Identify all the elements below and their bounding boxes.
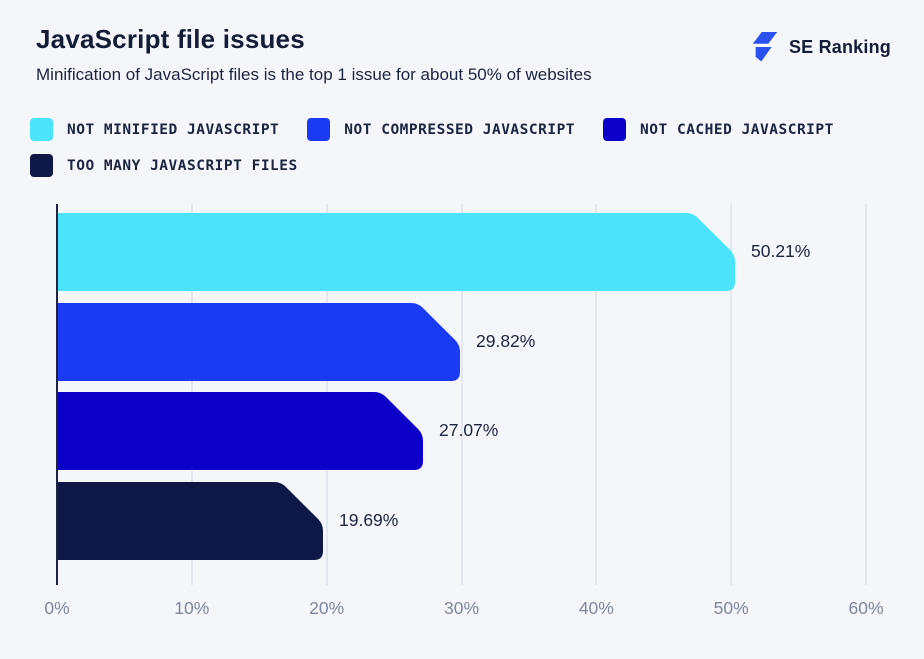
- bar-chart: 0% 10% 20% 30% 40% 50% 60% 50.21% 29.82% 27.07% 19…: [0, 204, 924, 654]
- bar-0: [58, 213, 735, 291]
- page-title: JavaScript file issues: [36, 24, 305, 54]
- legend-label: TOO MANY JAVASCRIPT FILES: [67, 157, 298, 174]
- legend-item: NOT COMPRESSED JAVASCRIPT: [307, 118, 575, 141]
- x-axis-tick-label: 50%: [713, 598, 749, 618]
- chart-header: JavaScript file issues Minification of J…: [36, 24, 592, 85]
- legend-item: NOT CACHED JAVASCRIPT: [603, 118, 834, 141]
- x-axis-tick-label: 0%: [44, 598, 70, 618]
- brand-name: SE Ranking: [788, 36, 891, 57]
- se-ranking-logo-icon: [752, 32, 778, 62]
- legend-swatch: [30, 118, 53, 141]
- gridline: [595, 204, 598, 585]
- gridline: [865, 204, 867, 585]
- legend-item: TOO MANY JAVASCRIPT FILES: [30, 154, 298, 177]
- x-axis-tick-label: 40%: [578, 598, 614, 618]
- gridline: [460, 204, 463, 585]
- bar-value-label: 19.69%: [339, 510, 399, 530]
- se-ranking-logo: SE Ranking: [750, 30, 891, 64]
- legend-swatch: [30, 154, 53, 177]
- legend-swatch: [307, 118, 331, 141]
- bar-value-label: 29.82%: [476, 331, 536, 351]
- legend: NOT MINIFIED JAVASCRIPT NOT COMPRESSED JA…: [30, 118, 910, 177]
- x-axis-tick-label: 60%: [848, 598, 884, 618]
- bar-1: [58, 303, 460, 381]
- bar-3: [58, 482, 323, 560]
- gridline: [730, 204, 733, 585]
- chart-subtitle: Minification of JavaScript files is the …: [36, 65, 592, 84]
- legend-label: NOT COMPRESSED JAVASCRIPT: [344, 121, 576, 138]
- x-axis-tick-label: 30%: [443, 598, 480, 618]
- bar-value-label: 50.21%: [751, 241, 811, 261]
- x-axis-tick-label: 10%: [174, 598, 210, 618]
- bar-value-label: 27.07%: [439, 420, 499, 440]
- legend-label: NOT CACHED JAVASCRIPT: [640, 121, 834, 138]
- x-axis-tick-label: 20%: [309, 598, 345, 618]
- legend-label: NOT MINIFIED JAVASCRIPT: [67, 121, 280, 138]
- bar-2: [58, 392, 423, 470]
- y-axis-line: [56, 204, 58, 585]
- legend-swatch: [603, 118, 627, 141]
- legend-item: NOT MINIFIED JAVASCRIPT: [30, 118, 279, 141]
